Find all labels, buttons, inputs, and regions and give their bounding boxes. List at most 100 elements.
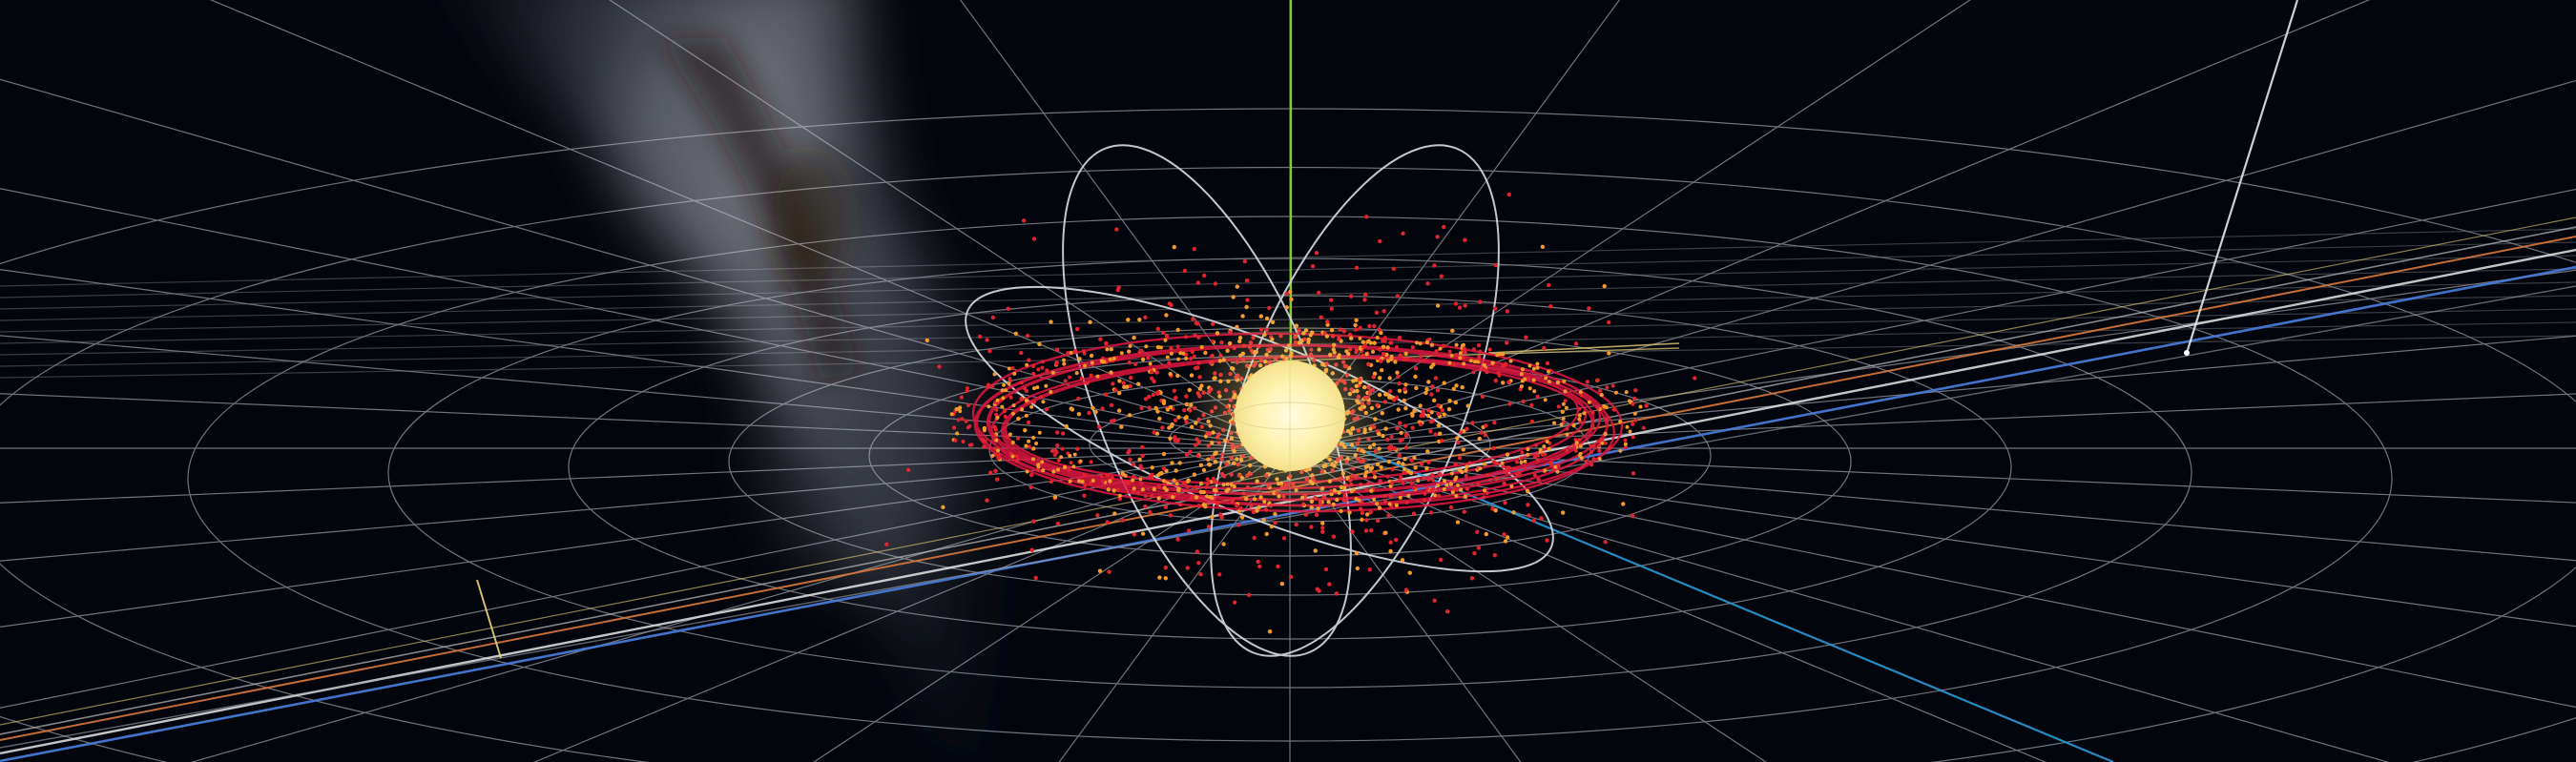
asteroid-particle [1071, 464, 1076, 469]
asteroid-particle [1561, 416, 1566, 421]
asteroid-particle [1693, 376, 1697, 381]
asteroid-particle [1364, 512, 1370, 517]
asteroid-particle [1123, 473, 1128, 478]
asteroid-particle [1456, 440, 1461, 445]
asteroid-particle [1505, 340, 1509, 345]
asteroid-particle [1381, 309, 1386, 314]
asteroid-particle [1034, 442, 1039, 445]
asteroid-particle [1374, 310, 1380, 315]
asteroid-particle [1587, 400, 1591, 404]
asteroid-particle [967, 443, 972, 447]
asteroid-particle [1008, 432, 1012, 437]
asteroid-particle [1191, 317, 1195, 321]
asteroid-particle [1465, 464, 1469, 469]
asteroid-particle [1120, 518, 1126, 523]
asteroid-particle [1505, 452, 1510, 457]
asteroid-particle [1543, 398, 1548, 402]
asteroid-particle [1360, 510, 1365, 516]
asteroid-particle [1167, 360, 1172, 365]
asteroid-particle [994, 477, 1000, 482]
asteroid-particle [1507, 402, 1512, 406]
asteroid-particle [994, 407, 999, 412]
asteroid-particle [1630, 513, 1635, 519]
asteroid-particle [1397, 336, 1402, 340]
asteroid-particle [1577, 438, 1582, 443]
asteroid-particle [1001, 396, 1006, 401]
asteroid-particle [1404, 357, 1409, 361]
asteroid-particle [1109, 347, 1114, 352]
asteroid-particle [1488, 478, 1493, 483]
asteroid-particle [1624, 390, 1629, 395]
asteroid-particle [1127, 360, 1132, 365]
asteroid-particle [1062, 358, 1066, 362]
asteroid-particle [1487, 347, 1492, 352]
asteroid-particle [1178, 351, 1183, 356]
asteroid-particle [1267, 305, 1272, 311]
asteroid-particle [1507, 465, 1512, 470]
asteroid-particle [1393, 360, 1398, 364]
asteroid-particle [1127, 413, 1132, 418]
asteroid-particle [1524, 335, 1528, 340]
asteroid-particle [1399, 430, 1403, 435]
asteroid-particle [1400, 437, 1404, 443]
asteroid-particle [1294, 522, 1298, 527]
asteroid-particle [1597, 448, 1602, 453]
asteroid-particle [1410, 425, 1415, 430]
grid-spoke [1289, 447, 2576, 628]
asteroid-particle [1164, 313, 1169, 318]
asteroid-particle [1611, 407, 1617, 412]
sun[interactable] [1185, 311, 1395, 521]
asteroid-particle [1132, 335, 1136, 340]
asteroid-particle [1205, 494, 1209, 499]
asteroid-particle [1544, 376, 1548, 381]
planet-marker[interactable] [2184, 350, 2190, 356]
asteroid-particle [1186, 478, 1191, 483]
asteroid-particle [1428, 429, 1433, 434]
asteroid-particle [1514, 472, 1519, 477]
asteroid-particle [1597, 457, 1602, 462]
asteroid-particle [1174, 439, 1180, 443]
asteroid-particle [1477, 436, 1483, 442]
asteroid-particle [1121, 381, 1126, 385]
asteroid-particle [1170, 423, 1174, 428]
asteroid-particle [1535, 394, 1540, 399]
asteroid-particle [1128, 457, 1132, 463]
asteroid-particle [1036, 367, 1041, 372]
asteroid-particle [1527, 386, 1532, 391]
asteroid-particle [1437, 471, 1442, 477]
asteroid-particle [1027, 439, 1031, 443]
asteroid-particle [1155, 326, 1161, 332]
asteroid-particle [1193, 333, 1197, 338]
asteroid-particle [1097, 568, 1103, 573]
asteroid-particle [1041, 400, 1046, 404]
asteroid-particle [1453, 301, 1459, 306]
asteroid-particle [1450, 328, 1455, 333]
asteroid-particle [1284, 291, 1289, 297]
asteroid-particle [1390, 466, 1395, 472]
asteroid-particle [1547, 446, 1551, 451]
asteroid-particle [1044, 383, 1049, 388]
asteroid-particle [1008, 379, 1012, 383]
asteroid-particle [1446, 406, 1452, 412]
asteroid-particle [1031, 400, 1037, 404]
asteroid-particle [1173, 435, 1177, 440]
asteroid-particle [1494, 476, 1499, 481]
grid-spoke [1289, 447, 2576, 504]
asteroid-particle [1109, 370, 1113, 375]
asteroid-particle [1033, 575, 1038, 581]
asteroid-particle [1377, 346, 1381, 351]
asteroid-particle [1054, 450, 1059, 455]
asteroid-particle [1257, 564, 1262, 569]
asteroid-particle [1389, 340, 1394, 345]
asteroid-particle [1168, 371, 1173, 377]
asteroid-particle [1453, 477, 1458, 482]
asteroid-particle [1024, 399, 1028, 403]
asteroid-particle [1354, 265, 1360, 270]
asteroid-particle [1535, 361, 1540, 366]
asteroid-particle [1163, 505, 1169, 509]
asteroid-particle [1423, 498, 1427, 503]
asteroid-particle [1556, 404, 1561, 409]
asteroid-particle [951, 425, 957, 430]
